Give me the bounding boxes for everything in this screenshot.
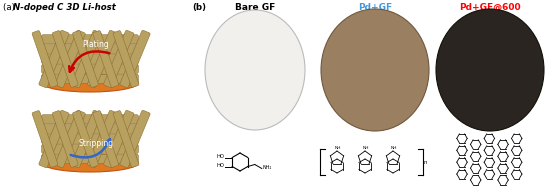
FancyBboxPatch shape	[87, 30, 117, 88]
Text: (a): (a)	[3, 3, 18, 12]
FancyBboxPatch shape	[113, 111, 139, 167]
Text: NH: NH	[335, 146, 341, 150]
FancyBboxPatch shape	[197, 22, 307, 172]
FancyBboxPatch shape	[71, 30, 102, 88]
FancyBboxPatch shape	[120, 30, 150, 88]
Text: Plating: Plating	[83, 40, 109, 49]
FancyBboxPatch shape	[39, 110, 69, 168]
FancyBboxPatch shape	[42, 74, 138, 83]
Text: Pd+GF: Pd+GF	[358, 3, 392, 12]
Text: (b): (b)	[192, 3, 206, 12]
FancyBboxPatch shape	[93, 111, 119, 167]
FancyBboxPatch shape	[87, 110, 117, 168]
FancyBboxPatch shape	[42, 115, 138, 124]
FancyBboxPatch shape	[42, 64, 138, 73]
FancyBboxPatch shape	[104, 110, 134, 168]
FancyBboxPatch shape	[42, 134, 138, 143]
FancyBboxPatch shape	[55, 110, 85, 168]
Ellipse shape	[42, 154, 138, 172]
FancyBboxPatch shape	[42, 144, 138, 153]
FancyBboxPatch shape	[32, 31, 58, 87]
FancyBboxPatch shape	[113, 31, 139, 87]
Text: Pd+GF@600: Pd+GF@600	[459, 3, 521, 12]
FancyBboxPatch shape	[39, 30, 69, 88]
Text: Stripping: Stripping	[79, 140, 114, 148]
Ellipse shape	[321, 9, 429, 131]
Ellipse shape	[436, 9, 544, 131]
FancyBboxPatch shape	[52, 31, 78, 87]
FancyBboxPatch shape	[55, 30, 85, 88]
FancyBboxPatch shape	[72, 31, 98, 87]
FancyBboxPatch shape	[42, 45, 138, 54]
Ellipse shape	[42, 74, 138, 92]
FancyBboxPatch shape	[71, 110, 102, 168]
FancyBboxPatch shape	[93, 31, 119, 87]
FancyArrowPatch shape	[71, 139, 110, 157]
FancyBboxPatch shape	[42, 35, 138, 44]
FancyBboxPatch shape	[72, 111, 98, 167]
FancyBboxPatch shape	[432, 22, 542, 172]
Text: NH₂: NH₂	[263, 165, 272, 170]
Text: HO: HO	[216, 163, 224, 168]
Text: n: n	[424, 160, 428, 165]
FancyBboxPatch shape	[52, 111, 78, 167]
FancyArrowPatch shape	[69, 51, 109, 72]
FancyBboxPatch shape	[104, 30, 134, 88]
Text: Bare GF: Bare GF	[235, 3, 275, 12]
Text: HO: HO	[216, 154, 224, 159]
FancyBboxPatch shape	[42, 54, 138, 64]
FancyBboxPatch shape	[42, 125, 138, 134]
Text: N-doped C 3D Li-host: N-doped C 3D Li-host	[13, 3, 116, 12]
Text: NH: NH	[363, 146, 369, 150]
FancyBboxPatch shape	[32, 111, 58, 167]
Text: NH: NH	[391, 146, 397, 150]
FancyBboxPatch shape	[120, 110, 150, 168]
FancyBboxPatch shape	[317, 22, 427, 172]
FancyBboxPatch shape	[42, 154, 138, 163]
Ellipse shape	[205, 10, 305, 130]
